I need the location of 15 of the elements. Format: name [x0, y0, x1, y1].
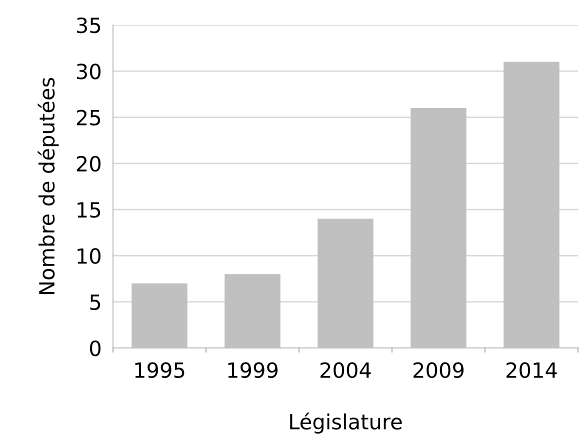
- y-tick-label: 30: [76, 64, 101, 80]
- x-tick-label: 2009: [414, 362, 464, 378]
- y-axis-title: Nombre de députées: [38, 78, 59, 294]
- y-tick-label: 15: [78, 202, 100, 218]
- y-tick-label: 20: [76, 156, 101, 172]
- y-tick-label: 25: [76, 110, 100, 126]
- y-tick-label: 0: [90, 340, 101, 356]
- x-tick-label: 1995: [135, 362, 184, 378]
- x-axis-title: Législature: [290, 412, 402, 434]
- y-tick-label: 35: [76, 17, 100, 34]
- x-tick-label: 2004: [320, 362, 371, 378]
- x-tick-label: 1999: [228, 362, 278, 378]
- y-tick-label: 5: [90, 294, 100, 310]
- x-tick-label: 2014: [506, 362, 557, 378]
- y-tick-label: 10: [78, 248, 101, 264]
